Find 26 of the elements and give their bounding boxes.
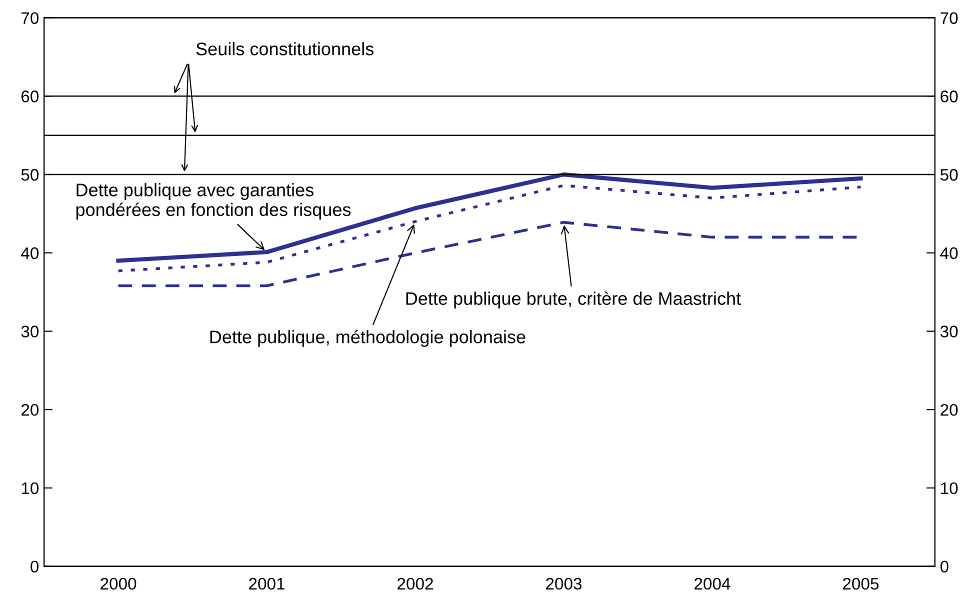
x-tick-label: 2004: [694, 578, 730, 590]
y-tick-label: 20: [21, 404, 39, 416]
y-tick-label: 30: [21, 326, 39, 338]
x-tick-label: 2003: [546, 578, 582, 590]
y2-tick-label: 30: [940, 326, 958, 338]
annotation: Dette publique, méthodologie polonaise: [210, 330, 526, 347]
y2-tick-label: 60: [940, 90, 958, 102]
y-tick-label: 10: [22, 482, 39, 494]
y2-tick-label: 10: [941, 482, 958, 494]
y2-tick-label: 70: [940, 12, 958, 24]
x-tick-label: 2001: [249, 578, 285, 590]
annotation: Dette publique brute, critère de Maastricht: [406, 291, 741, 309]
x-tick-label: 2002: [398, 578, 433, 590]
x-tick-label: 2005: [843, 578, 879, 590]
y-tick-label: 40: [21, 247, 39, 260]
y-tick-label: 70: [22, 12, 39, 24]
y-tick-label: 0: [30, 560, 39, 573]
y-tick-label: 60: [22, 90, 39, 102]
y2-tick-label: 20: [940, 404, 958, 416]
y2-tick-label: 0: [940, 560, 948, 573]
y-tick-label: 50: [21, 168, 39, 181]
y2-tick-label: 50: [940, 168, 958, 181]
y2-tick-label: 40: [940, 247, 958, 260]
annotation: Dette publique avec garanties pondérées en fonction des risques: [76, 183, 351, 220]
annotation: Seuils constitutionnels: [196, 42, 374, 56]
x-tick-label: 2000: [100, 578, 136, 590]
